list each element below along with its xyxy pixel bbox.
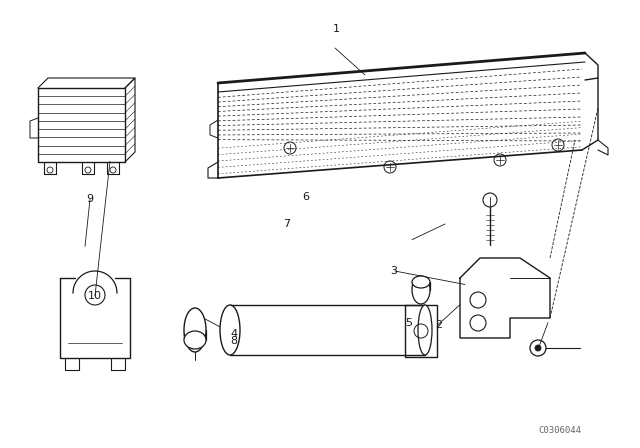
Ellipse shape <box>220 305 240 355</box>
Ellipse shape <box>184 331 206 349</box>
Text: 7: 7 <box>283 219 291 229</box>
Circle shape <box>535 345 541 351</box>
Text: 3: 3 <box>390 266 397 276</box>
Ellipse shape <box>184 308 206 352</box>
Text: 5: 5 <box>405 318 412 327</box>
Text: C0306044: C0306044 <box>538 426 582 435</box>
Ellipse shape <box>412 276 430 304</box>
Ellipse shape <box>412 276 430 288</box>
Text: 1: 1 <box>333 24 339 34</box>
Text: 4: 4 <box>230 329 237 339</box>
Text: 6: 6 <box>303 192 309 202</box>
Text: 2: 2 <box>435 320 442 330</box>
Ellipse shape <box>418 305 432 355</box>
Text: 9: 9 <box>86 194 93 204</box>
Text: 8: 8 <box>230 336 237 346</box>
Text: 10: 10 <box>88 291 102 301</box>
